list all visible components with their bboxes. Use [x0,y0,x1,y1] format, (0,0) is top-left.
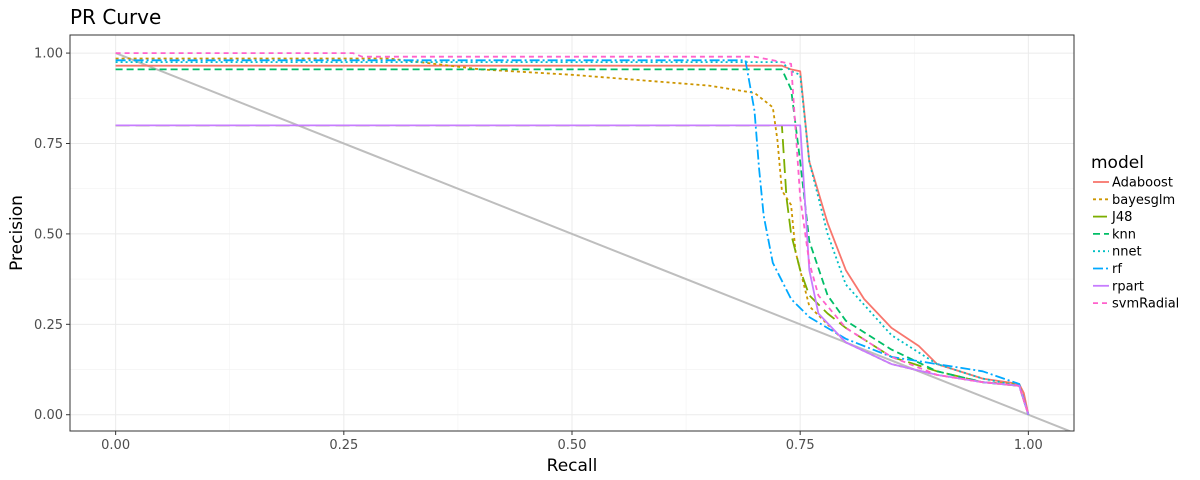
x-tick-label: 0.00 [101,438,130,453]
reference-line-group [115,52,1073,431]
series-line-svmradial [115,52,1030,415]
x-axis-title: Recall [547,456,598,476]
legend-label-bayesglm: bayesglm [1112,193,1175,208]
chart-title: PR Curve [70,5,161,29]
y-tick-label: 0.75 [34,137,63,152]
legend-label-svmradial: svmRadial [1112,297,1179,312]
series-line-nnet [115,61,1030,415]
grid-lines [70,35,1074,431]
legend-title: model [1091,153,1144,173]
y-tick-label: 0.50 [34,227,63,242]
legend-label-rpart: rpart [1112,279,1144,294]
series-line-rf [115,59,1030,415]
x-axis-ticks: 0.00 0.25 0.50 0.75 1.00 [101,431,1043,453]
x-tick-label: 0.25 [329,438,358,453]
y-tick-label: 0.00 [34,408,63,423]
x-tick-label: 1.00 [1014,438,1043,453]
x-tick-label: 0.75 [786,438,815,453]
legend-label-rf: rf [1112,262,1122,277]
reference-line [115,52,1073,431]
series-lines [115,52,1030,415]
legend-label-nnet: nnet [1112,245,1142,260]
legend: model Adaboost bayesglm J48 knn nnet rf rpart s… [1091,153,1179,312]
y-tick-label: 0.25 [34,318,63,333]
y-axis-title: Precision [7,195,27,271]
legend-label-knn: knn [1112,227,1136,242]
legend-label-adaboost: Adaboost [1112,176,1173,191]
y-axis-ticks: 0.00 0.25 0.50 0.75 1.00 [34,47,70,423]
legend-label-j48: J48 [1111,210,1132,225]
y-tick-label: 1.00 [34,47,63,62]
series-line-adaboost [115,64,1030,415]
series-line-knn [115,68,1030,415]
x-tick-label: 0.50 [558,438,587,453]
